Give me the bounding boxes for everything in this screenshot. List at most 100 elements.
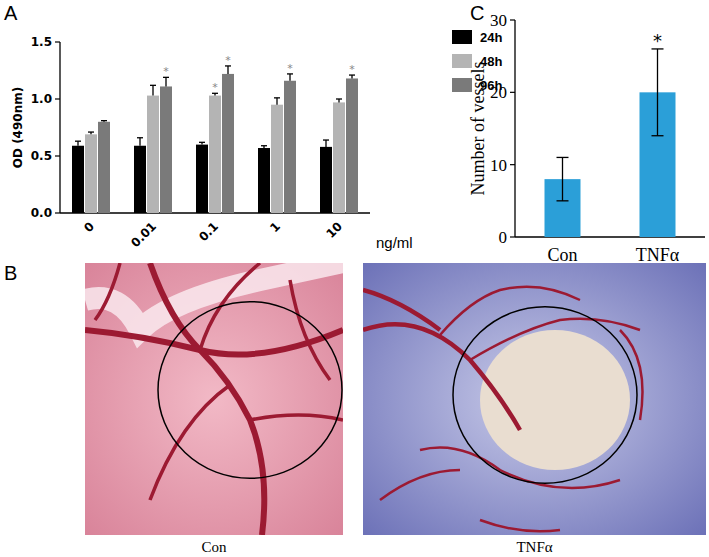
panel-label: A <box>4 2 18 24</box>
bar <box>85 134 97 213</box>
photo <box>363 263 706 535</box>
error-bar <box>225 66 231 74</box>
error-cap <box>75 141 81 142</box>
region-circle <box>453 307 637 484</box>
error-bar <box>557 157 569 200</box>
x-tick-label: Con <box>547 245 577 265</box>
y-label: OD (490nm) <box>11 87 25 168</box>
photo-caption: Con <box>201 539 227 555</box>
vessel <box>200 263 260 350</box>
vessel <box>620 330 643 420</box>
error-cap <box>88 131 94 132</box>
bar <box>147 96 159 213</box>
vessel <box>150 263 264 535</box>
bar <box>258 148 270 213</box>
error-line <box>657 49 658 136</box>
error-line <box>227 66 228 74</box>
significance: * <box>212 81 218 94</box>
plot-area <box>72 66 358 213</box>
vessel <box>420 448 620 489</box>
region-circle <box>158 302 342 479</box>
error-bar <box>75 141 81 146</box>
significance: * <box>349 63 355 76</box>
chart: 0.00.51.01.5OD (490nm)00.010.1110ng/ml**… <box>11 30 502 251</box>
error-line <box>165 77 166 86</box>
legend-swatch <box>452 30 472 44</box>
error-cap <box>557 200 569 201</box>
x-tick-label: TNFα <box>636 245 680 265</box>
bar <box>222 74 234 213</box>
x-tick-label: 1 <box>267 219 283 235</box>
significance: * <box>287 62 293 75</box>
photo-bg <box>85 263 343 535</box>
legend-label: 24h <box>480 30 502 45</box>
error-line <box>276 98 277 105</box>
x-axis <box>515 236 705 237</box>
vessel <box>250 415 343 420</box>
vessel <box>363 324 520 430</box>
chart: 0102030Number of vesselsConTNFα* <box>468 11 705 265</box>
vessel <box>150 385 230 500</box>
y-tick <box>510 19 515 20</box>
x-tick-label: 0.1 <box>196 219 221 244</box>
bar <box>72 146 84 213</box>
error-bar <box>199 142 205 144</box>
y-tick-label: 1.0 <box>31 92 52 106</box>
y-axis <box>514 20 515 237</box>
y-tick-label: 0 <box>499 228 508 247</box>
error-cap <box>323 139 329 140</box>
error-bar <box>323 140 329 147</box>
bar <box>271 105 283 213</box>
error-cap <box>652 135 664 136</box>
vessel <box>440 287 580 335</box>
y-label: Number of vessels <box>468 62 488 196</box>
error-cap <box>150 85 156 86</box>
error-bar <box>88 132 94 134</box>
significance: * <box>653 30 662 51</box>
error-line <box>77 141 78 146</box>
error-bar <box>163 77 169 86</box>
y-tick <box>510 236 515 237</box>
error-bar <box>287 74 293 81</box>
error-cap <box>137 137 143 138</box>
y-tick-label: 0.0 <box>31 206 52 220</box>
vessel <box>470 319 640 360</box>
vessel <box>380 470 460 500</box>
bar <box>320 147 332 213</box>
x-tick-label: 0.01 <box>128 219 159 250</box>
y-tick <box>55 41 60 42</box>
x-tick-label: 10 <box>323 219 345 241</box>
error-bar <box>261 146 267 148</box>
bar <box>346 78 358 213</box>
bar <box>284 81 296 213</box>
error-line <box>139 138 140 146</box>
significance: * <box>225 54 231 67</box>
y-tick <box>55 155 60 156</box>
error-cap <box>336 98 342 99</box>
error-bar <box>137 138 143 146</box>
annotations: * * * * * <box>163 54 355 94</box>
y-tick-label: 0.5 <box>31 149 52 163</box>
error-cap <box>101 120 107 121</box>
y-tick-label: 20 <box>490 83 507 102</box>
x-tick-label: 0 <box>81 219 97 235</box>
figure: 0.00.51.01.5OD (490nm)00.010.1110ng/ml**… <box>0 0 709 557</box>
error-bar <box>652 49 664 136</box>
error-cap <box>199 142 205 143</box>
panel-label: C <box>470 2 484 24</box>
y-tick <box>55 212 60 213</box>
error-bar <box>274 98 280 105</box>
significance: * <box>163 65 169 78</box>
panel-label: B <box>4 262 17 284</box>
bar <box>160 86 172 213</box>
error-bar <box>336 99 342 102</box>
bar <box>209 96 221 213</box>
bar <box>333 102 345 213</box>
error-cap <box>261 145 267 146</box>
y-tick <box>510 164 515 165</box>
error-cap <box>274 97 280 98</box>
y-tick <box>55 98 60 99</box>
photo-bg <box>363 263 706 535</box>
bar <box>98 122 110 213</box>
error-line <box>562 157 563 200</box>
